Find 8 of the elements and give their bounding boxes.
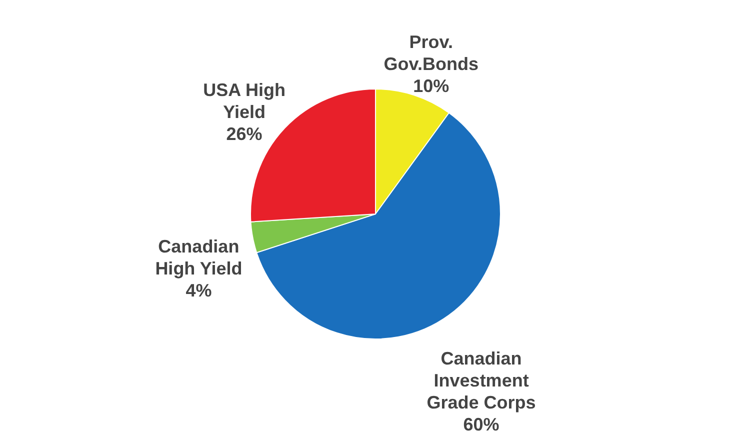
- slice-label: Canadian Investment Grade Corps: [426, 348, 536, 413]
- slice-label: Canadian High Yield: [155, 236, 242, 279]
- data-label: 60%: [463, 414, 500, 433]
- slice-label: USA High Yield: [203, 80, 286, 122]
- data-label: 26%: [226, 124, 262, 144]
- slice-label: Prov. Gov.Bonds: [384, 32, 478, 74]
- data-label: 10%: [413, 76, 450, 96]
- data-label: 4%: [186, 280, 212, 301]
